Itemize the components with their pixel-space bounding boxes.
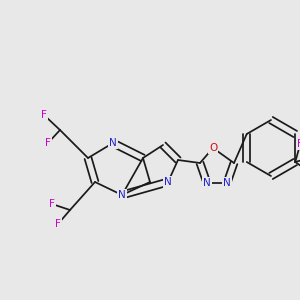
Text: N: N xyxy=(164,177,172,187)
Text: F: F xyxy=(49,199,55,209)
Text: N: N xyxy=(223,178,231,188)
Text: F: F xyxy=(297,139,300,149)
Text: F: F xyxy=(41,110,47,120)
Text: N: N xyxy=(203,178,211,188)
Text: N: N xyxy=(109,138,117,148)
Text: O: O xyxy=(209,143,217,153)
Text: N: N xyxy=(118,190,126,200)
Text: F: F xyxy=(55,219,61,229)
Text: F: F xyxy=(45,138,51,148)
